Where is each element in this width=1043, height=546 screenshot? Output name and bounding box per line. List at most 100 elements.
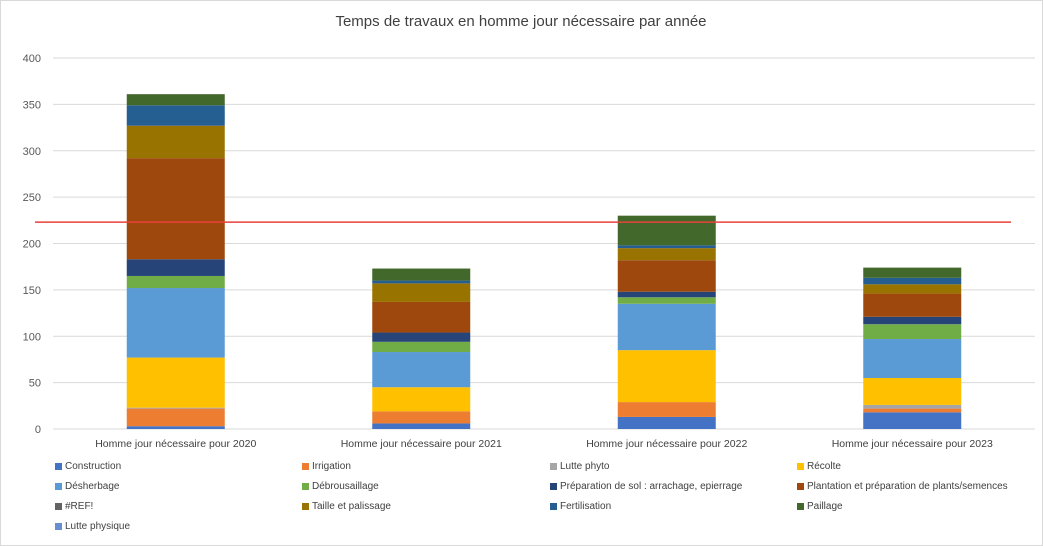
- bar-segment: [617, 245, 716, 249]
- bar-segment: [863, 284, 962, 294]
- bar-segment: [126, 357, 225, 408]
- bar-segment: [863, 404, 962, 409]
- y-tick-label: 100: [23, 331, 41, 343]
- y-axis-ticks: 0 50 100 150 200 250 300 350 400: [23, 53, 41, 436]
- legend-label: Fertilisation: [560, 501, 612, 512]
- y-tick-label: 300: [23, 146, 41, 158]
- y-tick-label: 350: [23, 99, 41, 111]
- legend-item: Paillage: [797, 501, 843, 512]
- legend-swatch: [55, 463, 62, 470]
- bar-segment: [372, 268, 471, 281]
- legend-swatch: [55, 523, 62, 530]
- legend-item: Construction: [55, 461, 121, 472]
- bar-segment: [617, 215, 716, 246]
- y-tick-label: 200: [23, 239, 41, 251]
- legend-label: Lutte phyto: [560, 461, 610, 472]
- bar-segment: [617, 248, 716, 261]
- bar-segment: [617, 303, 716, 351]
- y-tick-label: 400: [23, 53, 41, 65]
- bar-segment: [617, 260, 716, 292]
- legend-item: Débrousaillage: [302, 481, 379, 492]
- bar-segment: [372, 283, 471, 302]
- x-tick-label: Homme jour nécessaire pour 2022: [586, 438, 747, 450]
- legend-item: Taille et palissage: [302, 501, 391, 512]
- legend-item: Irrigation: [302, 461, 351, 472]
- y-tick-label: 50: [29, 378, 41, 390]
- x-axis-labels: Homme jour nécessaire pour 2020 Homme jou…: [95, 438, 993, 450]
- legend-swatch: [55, 483, 62, 490]
- bar-segment: [126, 94, 225, 106]
- bar-segment: [863, 339, 962, 378]
- bar-segment: [617, 350, 716, 403]
- legend-label: Préparation de sol : arrachage, epierrag…: [560, 481, 743, 492]
- legend-item: Fertilisation: [550, 501, 611, 512]
- bar-segment: [372, 301, 471, 333]
- legend-swatch: [797, 483, 804, 490]
- bar-segment: [863, 324, 962, 340]
- legend-swatch: [550, 503, 557, 510]
- legend-item: Récolte: [797, 461, 841, 472]
- legend-label: Plantation et préparation de plants/seme…: [807, 481, 1008, 492]
- bar-segment: [126, 407, 225, 409]
- x-tick-label: Homme jour nécessaire pour 2020: [95, 438, 256, 450]
- bars: [126, 94, 962, 429]
- y-tick-label: 150: [23, 285, 41, 297]
- bar-segment: [863, 412, 962, 429]
- bar-segment: [863, 408, 962, 413]
- y-tick-label: 0: [35, 424, 41, 436]
- bar-segment: [126, 408, 225, 427]
- legend-label: #REF!: [65, 501, 94, 512]
- legend-swatch: [797, 503, 804, 510]
- bar-segment: [126, 125, 225, 159]
- bar-segment: [372, 341, 471, 353]
- bar-segment: [126, 158, 225, 260]
- bar-segment: [863, 267, 962, 278]
- legend-item: Lutte phyto: [550, 461, 609, 472]
- bar-segment: [372, 332, 471, 342]
- legend-label: Irrigation: [312, 461, 351, 472]
- legend-label: Paillage: [807, 501, 843, 512]
- legend-label: Taille et palissage: [312, 501, 391, 512]
- legend-label: Récolte: [807, 461, 841, 472]
- bar-segment: [617, 416, 716, 429]
- bar-segment: [372, 423, 471, 429]
- bar-segment: [372, 280, 471, 284]
- legend-swatch: [302, 463, 309, 470]
- bar-segment: [372, 411, 471, 424]
- bar-segment: [863, 277, 962, 285]
- bar-segment: [126, 275, 225, 289]
- bar-segment: [617, 297, 716, 304]
- bar-segment: [126, 105, 225, 126]
- legend-swatch: [797, 463, 804, 470]
- x-tick-label: Homme jour nécessaire pour 2021: [341, 438, 502, 450]
- bar-segment: [863, 316, 962, 325]
- bar-segment: [372, 387, 471, 412]
- legend-label: Lutte physique: [65, 521, 131, 532]
- bar-segment: [617, 291, 716, 298]
- legend-label: Débrousaillage: [312, 481, 379, 492]
- legend-item: Préparation de sol : arrachage, epierrag…: [550, 481, 742, 492]
- legend-swatch: [550, 483, 557, 490]
- bar-segment: [126, 288, 225, 358]
- legend-item: #REF!: [55, 501, 93, 512]
- legend-label: Désherbage: [65, 481, 120, 492]
- x-tick-label: Homme jour nécessaire pour 2023: [832, 438, 993, 450]
- chart-title: Temps de travaux en homme jour nécessair…: [335, 13, 706, 30]
- legend-item: Plantation et préparation de plants/seme…: [797, 481, 1008, 492]
- bar-segment: [126, 259, 225, 276]
- legend-label: Construction: [65, 461, 122, 472]
- legend-swatch: [550, 463, 557, 470]
- bar-segment: [863, 293, 962, 317]
- legend-item: Désherbage: [55, 481, 119, 492]
- legend-swatch: [302, 503, 309, 510]
- bar-segment: [617, 402, 716, 417]
- bar-segment: [372, 352, 471, 388]
- legend-item: Lutte physique: [55, 521, 130, 532]
- legend-swatch: [55, 503, 62, 510]
- legend-swatch: [302, 483, 309, 490]
- y-tick-label: 250: [23, 192, 41, 204]
- bar-segment: [863, 377, 962, 405]
- bar-segment: [126, 426, 225, 429]
